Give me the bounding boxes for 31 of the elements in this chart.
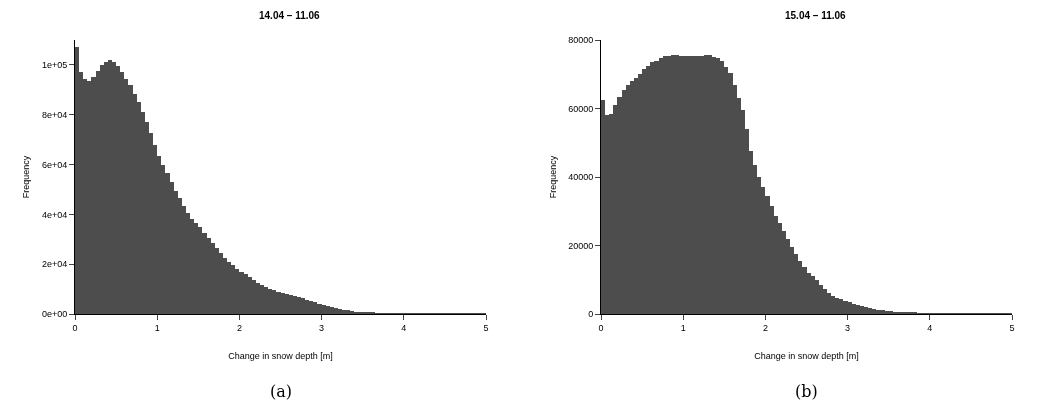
y-tick-label: 20000 — [568, 240, 594, 251]
text: (a) — [270, 382, 293, 401]
y-tick-label: 60000 — [568, 103, 594, 114]
x-tick-label: 4 — [401, 322, 407, 333]
y-tick-label: 8e+04 — [41, 109, 68, 120]
y-tick-label: 6e+04 — [41, 159, 68, 170]
x-tick-label: 2 — [236, 322, 242, 333]
x-tick-label: 0 — [598, 322, 604, 333]
chart-title: 14.04 – 11.06 — [258, 10, 321, 22]
x-tick-label: 5 — [483, 322, 489, 333]
x-tick-label: 1 — [680, 322, 686, 333]
y-axis-title: Frequency — [547, 155, 558, 199]
x-tick-label: 5 — [1009, 322, 1015, 333]
x-axis-title: Change in snow depth [m] — [754, 350, 859, 361]
text: (b) — [795, 382, 818, 401]
x-tick-label: 0 — [72, 322, 78, 333]
chart-title: 15.04 – 11.06 — [784, 10, 847, 22]
y-tick-label: 4e+04 — [41, 209, 68, 220]
y-tick-label: 0e+00 — [41, 309, 68, 320]
y-axis-title: Frequency — [21, 155, 32, 199]
x-tick-label: 3 — [845, 322, 851, 333]
y-tick-label: 80000 — [568, 35, 594, 46]
x-tick-label: 1 — [154, 322, 160, 333]
x-tick-label: 2 — [762, 322, 768, 333]
x-axis-title: Change in snow depth [m] — [228, 350, 333, 361]
y-tick-label: 0 — [588, 309, 594, 320]
y-tick-label: 2e+04 — [41, 259, 68, 270]
x-tick-label: 4 — [927, 322, 933, 333]
x-tick-label: 3 — [319, 322, 325, 333]
y-tick-label: 1e+05 — [41, 60, 68, 71]
y-tick-label: 40000 — [568, 172, 594, 183]
